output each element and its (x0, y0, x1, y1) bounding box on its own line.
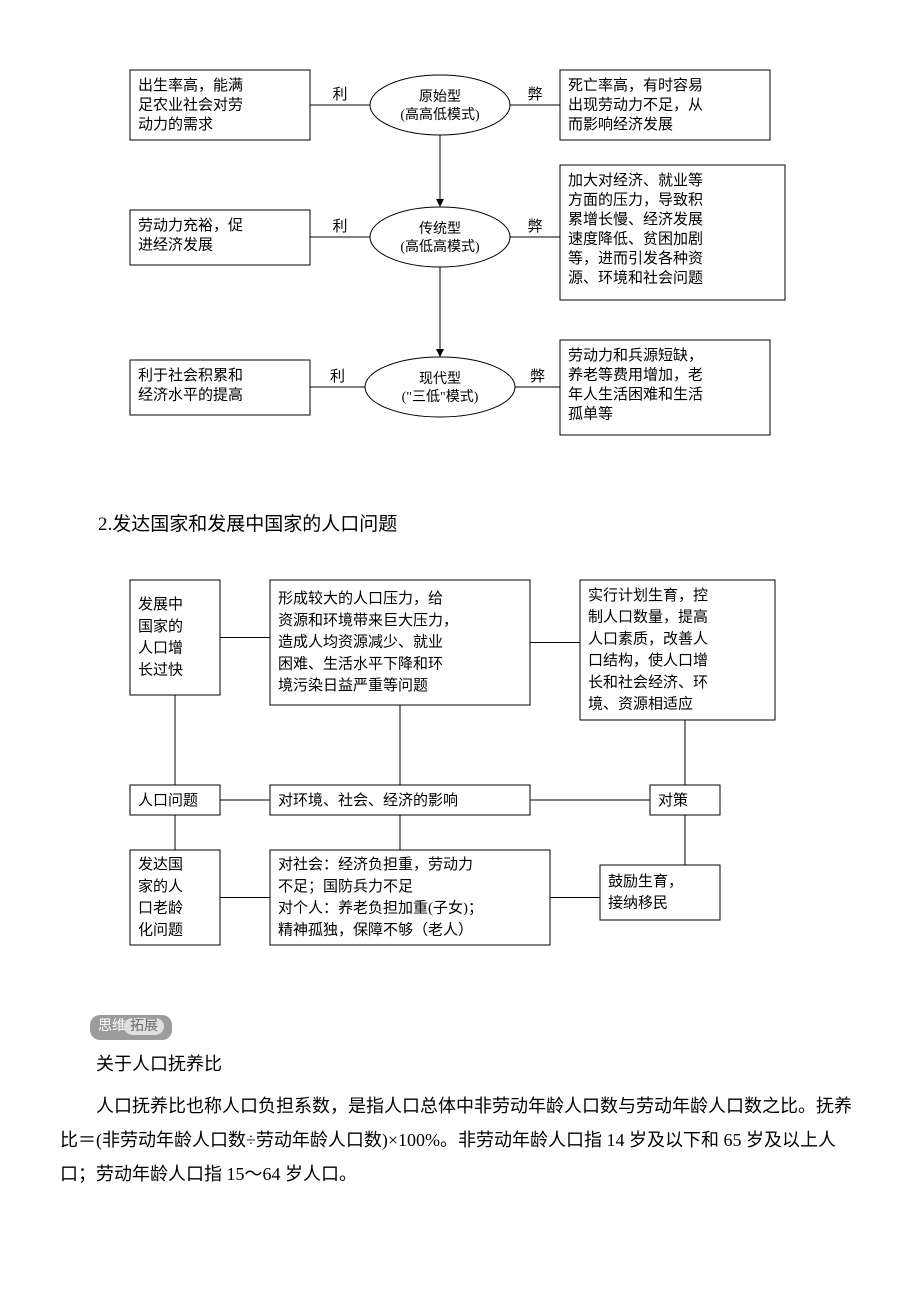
svg-text:源、环境和社会问题: 源、环境和社会问题 (568, 269, 703, 287)
svg-text:传统型: 传统型 (419, 221, 461, 237)
svg-text:对环境、社会、经济的影响: 对环境、社会、经济的影响 (278, 791, 458, 809)
svg-text:口老龄: 口老龄 (138, 900, 183, 917)
svg-text:出生率高，能满: 出生率高，能满 (138, 77, 243, 94)
svg-text:国家的: 国家的 (138, 618, 183, 635)
svg-text:制人口数量，提高: 制人口数量，提高 (588, 609, 708, 626)
badge-dark-text: 思维 (98, 1019, 126, 1034)
svg-text:化问题: 化问题 (138, 922, 183, 939)
svg-text:方面的压力，导致积: 方面的压力，导致积 (568, 192, 703, 209)
svg-text:人口素质，改善人: 人口素质，改善人 (588, 631, 708, 648)
svg-text:进经济发展: 进经济发展 (138, 237, 213, 254)
svg-text:对策: 对策 (658, 792, 688, 809)
badge-row: 思维拓展 (90, 1010, 860, 1039)
svg-text:鼓励生育，: 鼓励生育， (608, 873, 683, 890)
svg-text:弊: 弊 (527, 86, 542, 103)
svg-text:动力的需求: 动力的需求 (138, 116, 213, 133)
svg-text:精神孤独，保障不够（老人）: 精神孤独，保障不够（老人） (278, 921, 473, 939)
svg-text:经济水平的提高: 经济水平的提高 (138, 387, 243, 404)
section-title: 关于人口抚养比 (60, 1050, 860, 1079)
svg-text:境、资源相适应: 境、资源相适应 (588, 695, 693, 713)
svg-text:家的人: 家的人 (138, 878, 183, 895)
svg-text:资源和环境带来巨大压力，: 资源和环境带来巨大压力， (278, 611, 458, 629)
svg-text:长和社会经济、环: 长和社会经济、环 (588, 674, 708, 691)
svg-text:速度降低、贫困加剧: 速度降低、贫困加剧 (568, 231, 703, 248)
svg-text:劳动力充裕，促: 劳动力充裕，促 (138, 217, 243, 234)
svg-text:现代型: 现代型 (419, 371, 461, 387)
svg-text:发达国: 发达国 (138, 856, 183, 873)
svg-text:原始型: 原始型 (419, 89, 461, 105)
heading-2: 2.发达国家和发展中国家的人口问题 (60, 510, 860, 540)
svg-text:弊: 弊 (530, 368, 545, 385)
paragraph-body: 人口抚养比也称人口负担系数，是指人口总体中非劳动年龄人口数与劳动年龄人口数之比。… (60, 1089, 860, 1192)
svg-text:累增长慢、经济发展: 累增长慢、经济发展 (568, 211, 703, 228)
svg-text:利: 利 (332, 86, 347, 103)
svg-text:长过快: 长过快 (138, 662, 183, 679)
svg-text:实行计划生育，控: 实行计划生育，控 (588, 587, 708, 604)
svg-text:困难、生活水平下降和环: 困难、生活水平下降和环 (278, 656, 443, 673)
svg-text:造成人均资源减少、就业: 造成人均资源减少、就业 (278, 634, 443, 651)
svg-text:(高低高模式): (高低高模式) (400, 238, 480, 255)
svg-text:口结构，使人口增: 口结构，使人口增 (588, 652, 708, 669)
svg-text:对社会：经济负担重，劳动力: 对社会：经济负担重，劳动力 (278, 856, 473, 873)
svg-text:死亡率高，有时容易: 死亡率高，有时容易 (568, 77, 703, 94)
svg-text:年人生活困难和生活: 年人生活困难和生活 (568, 386, 703, 403)
badge-thinking: 思维拓展 (90, 1015, 172, 1039)
diagram-population-problems: 发展中国家的人口增长过快 形成较大的人口压力，给资源和环境带来巨大压力， 造成人均资… (60, 560, 860, 980)
svg-text:而影响经济发展: 而影响经济发展 (568, 116, 673, 133)
svg-text:对个人：养老负担加重(子女)；: 对个人：养老负担加重(子女)； (278, 899, 483, 917)
svg-text:利: 利 (330, 368, 345, 385)
svg-text:弊: 弊 (527, 218, 542, 235)
svg-text:利于社会积累和: 利于社会积累和 (138, 367, 243, 384)
svg-text:劳动力和兵源短缺，: 劳动力和兵源短缺， (568, 347, 703, 364)
svg-text:不足；国防兵力不足: 不足；国防兵力不足 (278, 878, 413, 895)
svg-text:出现劳动力不足，从: 出现劳动力不足，从 (568, 97, 703, 114)
svg-text:发展中: 发展中 (138, 596, 183, 613)
svg-text:("三低"模式): ("三低"模式) (402, 389, 479, 405)
svg-text:(高高低模式): (高高低模式) (400, 106, 480, 123)
svg-text:形成较大的人口压力，给: 形成较大的人口压力，给 (278, 590, 443, 608)
svg-text:孤单等: 孤单等 (568, 405, 613, 423)
svg-text:加大对经济、就业等: 加大对经济、就业等 (568, 171, 703, 189)
svg-text:接纳移民: 接纳移民 (608, 895, 668, 912)
svg-text:境污染日益严重等问题: 境污染日益严重等问题 (278, 677, 428, 695)
svg-text:人口增: 人口增 (138, 640, 183, 657)
svg-text:足农业社会对劳: 足农业社会对劳 (138, 97, 243, 114)
diagram-population-modes: 出生率高，能满足农业社会对劳动力的需求 原始型(高高低模式) 死亡率高，有时容易出现… (60, 50, 860, 480)
svg-text:利: 利 (332, 218, 347, 235)
svg-text:养老等费用增加，老: 养老等费用增加，老 (568, 366, 703, 384)
svg-text:人口问题: 人口问题 (138, 792, 198, 809)
svg-text:等，进而引发各种资: 等，进而引发各种资 (568, 249, 703, 267)
badge-light-text: 拓展 (124, 1018, 164, 1035)
